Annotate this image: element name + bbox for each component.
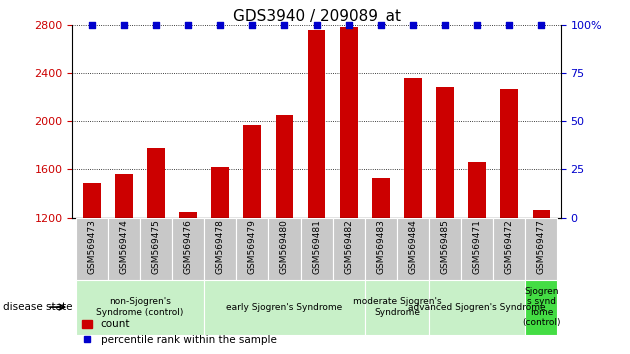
Title: GDS3940 / 209089_at: GDS3940 / 209089_at xyxy=(232,8,401,25)
Bar xyxy=(525,280,558,335)
Text: GSM569483: GSM569483 xyxy=(376,219,386,274)
Text: Sjogren
s synd
rome
(control): Sjogren s synd rome (control) xyxy=(522,287,561,327)
Text: GSM569480: GSM569480 xyxy=(280,219,289,274)
Bar xyxy=(333,218,365,280)
Text: GSM569479: GSM569479 xyxy=(248,219,257,274)
Bar xyxy=(365,218,397,280)
Text: GSM569478: GSM569478 xyxy=(215,219,225,274)
Bar xyxy=(340,27,358,218)
Bar xyxy=(307,30,326,218)
Bar xyxy=(204,218,236,280)
Point xyxy=(472,22,482,28)
Text: GSM569485: GSM569485 xyxy=(440,219,450,274)
Point xyxy=(119,22,129,28)
Bar xyxy=(429,280,525,335)
Bar xyxy=(204,280,365,335)
Bar xyxy=(493,218,525,280)
Bar xyxy=(468,162,486,218)
Legend: count, percentile rank within the sample: count, percentile rank within the sample xyxy=(77,315,280,349)
Bar xyxy=(525,218,558,280)
Text: GSM569474: GSM569474 xyxy=(119,219,129,274)
Bar xyxy=(236,218,268,280)
Text: early Sjogren's Syndrome: early Sjogren's Syndrome xyxy=(226,303,343,312)
Text: GSM569472: GSM569472 xyxy=(505,219,514,274)
Text: GSM569475: GSM569475 xyxy=(151,219,161,274)
Bar xyxy=(404,78,421,218)
Bar xyxy=(180,212,197,218)
Bar xyxy=(76,280,204,335)
Bar xyxy=(397,218,429,280)
Point xyxy=(183,22,193,28)
Text: GSM569471: GSM569471 xyxy=(472,219,482,274)
Text: GSM569482: GSM569482 xyxy=(344,219,353,274)
Point xyxy=(343,22,353,28)
Text: advanced Sjogren's Syndrome: advanced Sjogren's Syndrome xyxy=(408,303,546,312)
Text: GSM569473: GSM569473 xyxy=(87,219,96,274)
Bar xyxy=(108,218,140,280)
Bar xyxy=(532,211,550,218)
Point xyxy=(215,22,226,28)
Text: GSM569477: GSM569477 xyxy=(537,219,546,274)
Bar xyxy=(365,280,429,335)
Bar xyxy=(140,218,172,280)
Text: GSM569476: GSM569476 xyxy=(183,219,193,274)
Text: disease state: disease state xyxy=(3,302,72,312)
Bar xyxy=(275,115,294,218)
Point xyxy=(408,22,418,28)
Text: moderate Sjogren's
Syndrome: moderate Sjogren's Syndrome xyxy=(353,297,441,317)
Text: non-Sjogren's
Syndrome (control): non-Sjogren's Syndrome (control) xyxy=(96,297,183,317)
Bar xyxy=(83,183,101,218)
Bar xyxy=(301,218,333,280)
Bar xyxy=(500,89,518,218)
Bar xyxy=(212,167,229,218)
Bar xyxy=(147,148,165,218)
Bar xyxy=(76,218,108,280)
Bar xyxy=(172,218,204,280)
Point xyxy=(87,22,97,28)
Bar xyxy=(115,174,133,218)
Bar xyxy=(429,218,461,280)
Text: GSM569481: GSM569481 xyxy=(312,219,321,274)
Point xyxy=(440,22,450,28)
Bar xyxy=(268,218,301,280)
Point xyxy=(312,22,322,28)
Point xyxy=(375,22,386,28)
Bar xyxy=(372,178,389,218)
Bar xyxy=(244,125,261,218)
Point xyxy=(280,22,290,28)
Point xyxy=(248,22,258,28)
Point xyxy=(536,22,546,28)
Text: GSM569484: GSM569484 xyxy=(408,219,418,274)
Bar xyxy=(436,87,454,218)
Bar xyxy=(461,218,493,280)
Point xyxy=(151,22,161,28)
Point xyxy=(504,22,514,28)
